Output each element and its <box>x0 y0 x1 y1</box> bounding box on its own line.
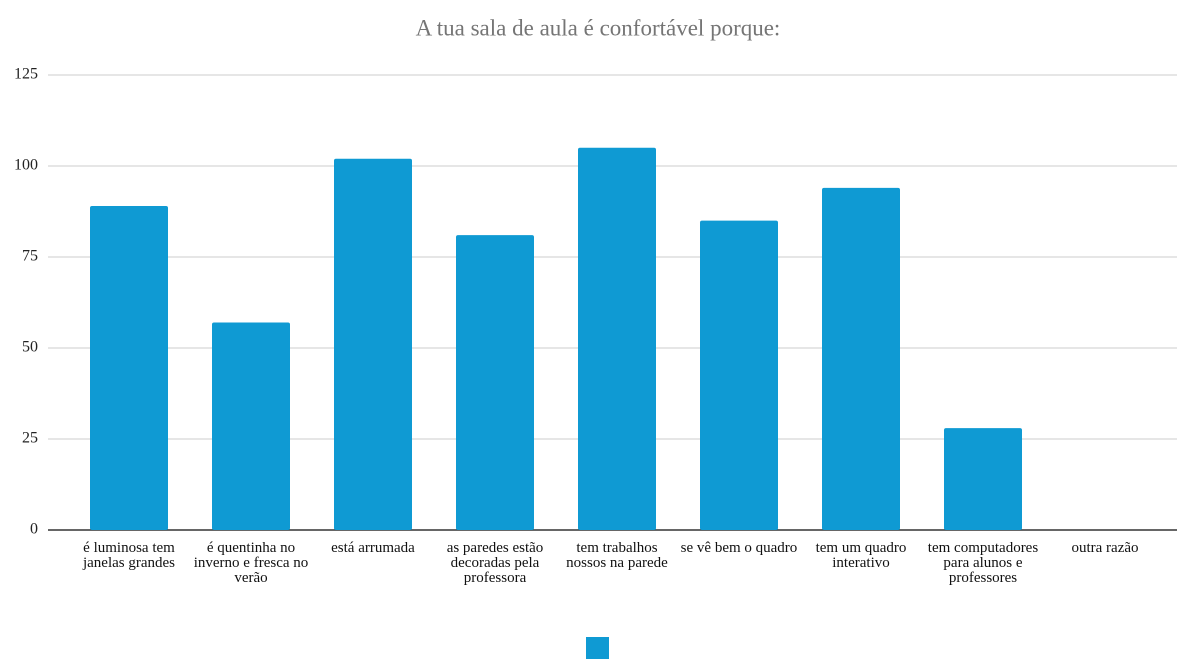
x-tick-label: tem um quadro interativo <box>815 540 907 571</box>
bar <box>456 235 534 530</box>
y-tick-label: 25 <box>22 430 38 447</box>
bar <box>700 220 778 530</box>
x-tick-label: é luminosa tem janelas grandes <box>82 540 176 571</box>
x-tick-label: está arrumada <box>331 540 415 556</box>
x-tick-label: é quentinha no inverno e fresca no verão <box>193 540 309 586</box>
x-tick-label: tem trabalhos nossos na parede <box>566 540 668 571</box>
x-tick-label: outra razão <box>1071 540 1139 556</box>
bar <box>334 158 412 530</box>
bar <box>90 206 168 531</box>
x-tick-label: as paredes estão decoradas pela professo… <box>446 540 544 586</box>
bar <box>944 428 1022 530</box>
x-tick-label: tem computadores para alunos e professor… <box>927 540 1039 586</box>
y-tick-label: 50 <box>22 339 38 356</box>
y-tick-label: 75 <box>22 248 38 265</box>
y-tick-label: 125 <box>14 66 38 83</box>
bar <box>212 322 290 530</box>
bar <box>578 147 656 531</box>
chart-title: A tua sala de aula é confortável porque: <box>416 15 781 40</box>
legend-swatch <box>586 637 609 659</box>
bar <box>822 187 900 530</box>
y-tick-label: 0 <box>30 521 38 538</box>
y-tick-label: 100 <box>14 157 38 174</box>
x-tick-label: se vê bem o quadro <box>680 540 798 556</box>
